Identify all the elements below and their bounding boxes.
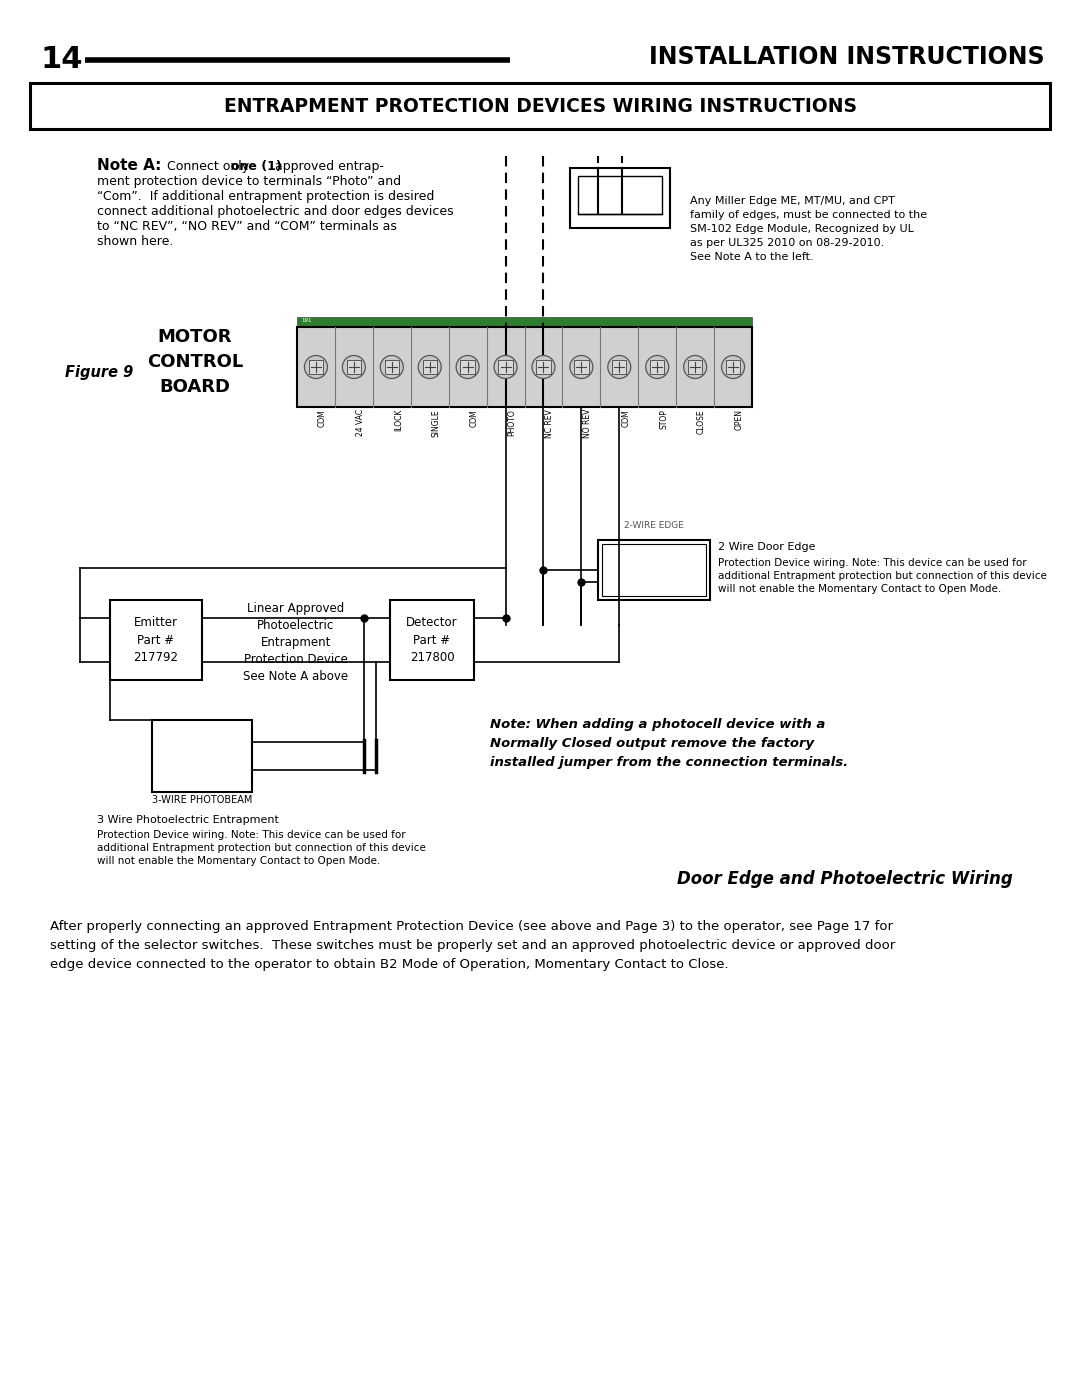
Bar bbox=[650, 360, 664, 374]
Circle shape bbox=[646, 355, 669, 379]
Text: to “NC REV”, “NO REV” and “COM” terminals as: to “NC REV”, “NO REV” and “COM” terminal… bbox=[97, 219, 396, 233]
Text: STOP: STOP bbox=[659, 409, 669, 429]
Bar bbox=[390, 599, 474, 680]
Bar bbox=[498, 360, 513, 374]
Bar bbox=[570, 168, 670, 228]
Circle shape bbox=[494, 355, 517, 379]
Bar bbox=[152, 719, 252, 792]
Text: 3-WIRE PHOTOBEAM: 3-WIRE PHOTOBEAM bbox=[152, 795, 253, 805]
Text: NO REV: NO REV bbox=[583, 409, 592, 439]
Circle shape bbox=[418, 355, 442, 379]
Bar bbox=[602, 543, 706, 597]
Circle shape bbox=[684, 355, 706, 379]
Text: Protection Device wiring. Note: This device can be used for
additional Entrapmen: Protection Device wiring. Note: This dev… bbox=[718, 557, 1047, 594]
Bar bbox=[297, 327, 752, 407]
Bar bbox=[297, 317, 752, 327]
Text: ENTRAPMENT PROTECTION DEVICES WIRING INSTRUCTIONS: ENTRAPMENT PROTECTION DEVICES WIRING INS… bbox=[224, 96, 856, 116]
Text: 24 VAC: 24 VAC bbox=[356, 409, 365, 436]
Bar bbox=[726, 360, 740, 374]
Bar bbox=[110, 599, 202, 680]
Text: ILOCK: ILOCK bbox=[394, 409, 403, 432]
Text: Door Edge and Photoelectric Wiring: Door Edge and Photoelectric Wiring bbox=[677, 870, 1013, 888]
Text: SINGLE: SINGLE bbox=[432, 409, 441, 437]
Text: Emitter
Part #
217792: Emitter Part # 217792 bbox=[134, 616, 178, 664]
Text: MOTOR
CONTROL
BOARD: MOTOR CONTROL BOARD bbox=[147, 328, 243, 395]
Circle shape bbox=[456, 355, 480, 379]
Bar bbox=[688, 360, 702, 374]
Bar bbox=[460, 360, 475, 374]
Text: Connect only: Connect only bbox=[159, 161, 253, 173]
Text: CLOSE: CLOSE bbox=[697, 409, 706, 433]
Text: COM: COM bbox=[621, 409, 631, 426]
Text: After properly connecting an approved Entrapment Protection Device (see above an: After properly connecting an approved En… bbox=[50, 921, 895, 971]
Bar bbox=[347, 360, 361, 374]
Circle shape bbox=[342, 355, 365, 379]
Text: 191: 191 bbox=[301, 319, 311, 323]
Circle shape bbox=[380, 355, 403, 379]
Text: “Com”.  If additional entrapment protection is desired: “Com”. If additional entrapment protecti… bbox=[97, 190, 434, 203]
Text: Note: When adding a photocell device with a
Normally Closed output remove the fa: Note: When adding a photocell device wit… bbox=[490, 718, 848, 768]
Bar bbox=[537, 360, 551, 374]
Text: NC REV: NC REV bbox=[545, 409, 554, 437]
Circle shape bbox=[305, 355, 327, 379]
Text: Figure 9: Figure 9 bbox=[65, 365, 133, 380]
Text: PHOTO: PHOTO bbox=[508, 409, 516, 436]
Circle shape bbox=[608, 355, 631, 379]
Text: one (1): one (1) bbox=[231, 161, 282, 173]
Text: COM: COM bbox=[470, 409, 478, 426]
Text: ment protection device to terminals “Photo” and: ment protection device to terminals “Pho… bbox=[97, 175, 401, 189]
Bar bbox=[309, 360, 323, 374]
Bar bbox=[422, 360, 436, 374]
Circle shape bbox=[721, 355, 744, 379]
Bar bbox=[384, 360, 399, 374]
Bar bbox=[612, 360, 626, 374]
Text: 2 Wire Door Edge: 2 Wire Door Edge bbox=[718, 542, 815, 552]
Bar bbox=[30, 82, 1050, 129]
Text: connect additional photoelectric and door edges devices: connect additional photoelectric and doo… bbox=[97, 205, 454, 218]
Text: shown here.: shown here. bbox=[97, 235, 174, 249]
Bar bbox=[578, 176, 662, 214]
Text: Protection Device wiring. Note: This device can be used for
additional Entrapmen: Protection Device wiring. Note: This dev… bbox=[97, 830, 426, 866]
Text: COM: COM bbox=[318, 409, 327, 426]
Text: Linear Approved
Photoelectric
Entrapment
Protection Device
See Note A above: Linear Approved Photoelectric Entrapment… bbox=[243, 602, 349, 683]
Text: approved entrap-: approved entrap- bbox=[271, 161, 383, 173]
Circle shape bbox=[570, 355, 593, 379]
Text: Detector
Part #
217800: Detector Part # 217800 bbox=[406, 616, 458, 664]
Bar bbox=[598, 541, 710, 599]
Text: 3 Wire Photoelectric Entrapment: 3 Wire Photoelectric Entrapment bbox=[97, 814, 279, 826]
Circle shape bbox=[532, 355, 555, 379]
Text: 2-WIRE EDGE: 2-WIRE EDGE bbox=[624, 521, 684, 529]
Text: Note A:: Note A: bbox=[97, 158, 161, 173]
Bar bbox=[575, 360, 589, 374]
Text: Any Miller Edge ME, MT/MU, and CPT
family of edges, must be connected to the
SM-: Any Miller Edge ME, MT/MU, and CPT famil… bbox=[690, 196, 927, 263]
Text: 14: 14 bbox=[40, 46, 82, 74]
Text: OPEN: OPEN bbox=[735, 409, 744, 430]
Text: INSTALLATION INSTRUCTIONS: INSTALLATION INSTRUCTIONS bbox=[649, 45, 1045, 68]
